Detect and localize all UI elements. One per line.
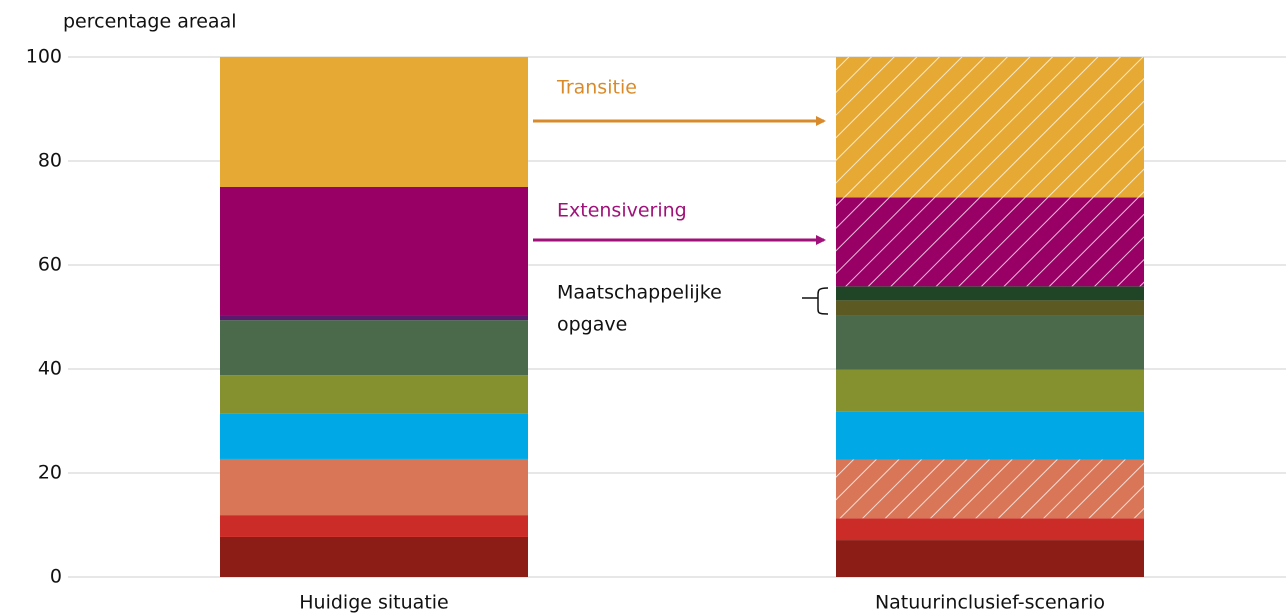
bar-segment	[220, 515, 528, 537]
annotation: opgave	[557, 314, 627, 336]
annotation: Maatschappelijke	[557, 282, 722, 304]
bar-segment	[836, 300, 1144, 316]
bar-segment	[220, 536, 528, 577]
bar-segment	[836, 411, 1144, 460]
annotation: Transitie	[556, 77, 637, 99]
bar-segment	[220, 315, 528, 321]
bar-segment	[836, 369, 1144, 412]
bar-segment	[220, 375, 528, 414]
y-axis-label: percentage areaal	[63, 11, 237, 33]
bar-segment	[220, 413, 528, 459]
y-tick-label: 40	[38, 358, 62, 380]
y-tick-label: 80	[38, 150, 62, 172]
x-tick-label: Natuurinclusief-scenario	[875, 592, 1105, 614]
bar-segment	[836, 286, 1144, 301]
bar-segment	[836, 518, 1144, 541]
annotation: Extensivering	[557, 200, 687, 222]
hatch	[836, 57, 1144, 198]
bar-segment	[220, 320, 528, 376]
bar-segment	[220, 57, 528, 187]
bar-segment	[836, 315, 1144, 370]
bar-segment	[220, 458, 528, 516]
y-tick-label: 100	[26, 46, 62, 68]
bracket	[802, 287, 829, 315]
hatch	[836, 197, 1144, 287]
hatch	[836, 459, 1144, 519]
y-tick-label: 20	[38, 462, 62, 484]
y-tick-label: 0	[50, 566, 62, 588]
bar-segment	[836, 540, 1144, 577]
y-tick-label: 60	[38, 254, 62, 276]
x-tick-label: Huidige situatie	[299, 592, 448, 614]
bar-segment	[220, 187, 528, 316]
